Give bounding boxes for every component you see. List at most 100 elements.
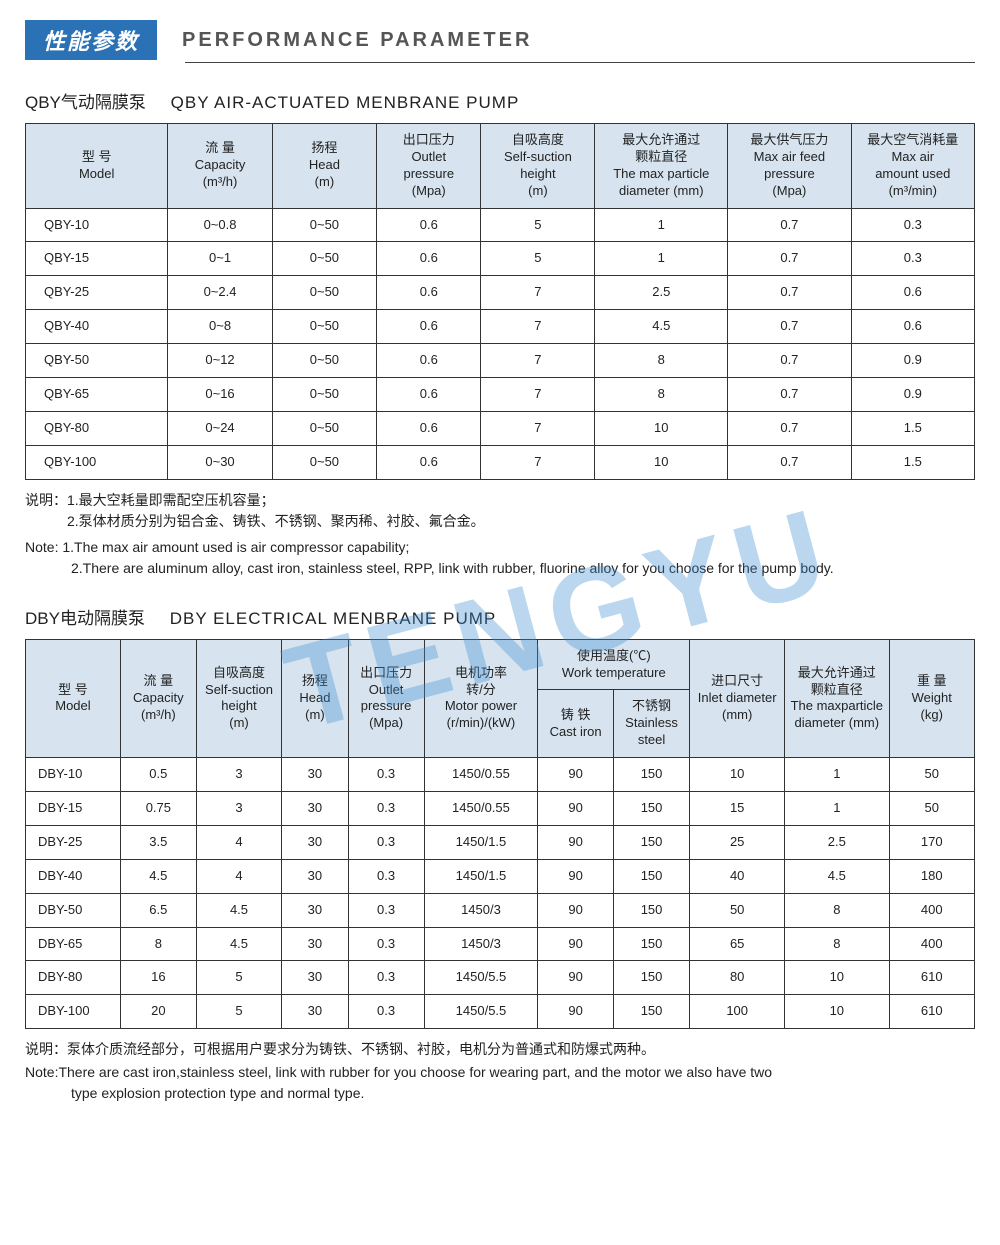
table-cell: 8 bbox=[785, 893, 889, 927]
table-cell: 10 bbox=[595, 411, 728, 445]
table-cell: 7 bbox=[481, 445, 595, 479]
table-cell: 0~8 bbox=[168, 310, 272, 344]
table-cell: 1 bbox=[595, 208, 728, 242]
table-cell: 150 bbox=[613, 825, 689, 859]
table-cell: 0.7 bbox=[728, 344, 851, 378]
qby-col-header: 扬程Head(m) bbox=[272, 124, 376, 209]
table-cell: 0.7 bbox=[728, 208, 851, 242]
table-cell: 0.3 bbox=[348, 792, 424, 826]
table-cell: 150 bbox=[613, 961, 689, 995]
table-cell: 1450/0.55 bbox=[424, 758, 538, 792]
table-row: QBY-650~160~500.6780.70.9 bbox=[26, 378, 975, 412]
table-cell: 90 bbox=[538, 859, 613, 893]
table-cell: 30 bbox=[282, 758, 348, 792]
table-cell: 5 bbox=[481, 208, 595, 242]
dby-note-en-1: Note:There are cast iron,stainless steel… bbox=[25, 1064, 772, 1080]
qby-table: 型 号Model流 量Capacity(m³/h)扬程Head(m)出口压力Ou… bbox=[25, 123, 975, 480]
table-cell: DBY-15 bbox=[26, 792, 121, 826]
dby-section-title: DBY电动隔膜泵 DBY ELECTRICAL MENBRANE PUMP bbox=[25, 604, 975, 629]
table-cell: QBY-65 bbox=[26, 378, 168, 412]
table-cell: 0~12 bbox=[168, 344, 272, 378]
page-header: 性能参数 PERFORMANCE PARAMETER bbox=[25, 20, 975, 60]
dby-col-header: 流 量Capacity(m³/h) bbox=[120, 639, 196, 757]
table-cell: 0.7 bbox=[728, 411, 851, 445]
table-cell: 150 bbox=[613, 995, 689, 1029]
table-cell: 7 bbox=[481, 276, 595, 310]
table-cell: 1450/0.55 bbox=[424, 792, 538, 826]
table-cell: QBY-25 bbox=[26, 276, 168, 310]
table-cell: 90 bbox=[538, 893, 613, 927]
table-cell: 30 bbox=[282, 927, 348, 961]
table-cell: QBY-50 bbox=[26, 344, 168, 378]
table-cell: 4.5 bbox=[120, 859, 196, 893]
dby-col-header: 型 号Model bbox=[26, 639, 121, 757]
table-cell: 0~30 bbox=[168, 445, 272, 479]
table-cell: 4.5 bbox=[785, 859, 889, 893]
dby-note-en-2: type explosion protection type and norma… bbox=[25, 1083, 975, 1104]
dby-table: 型 号Model流 量Capacity(m³/h)自吸高度Self-suctio… bbox=[25, 639, 975, 1030]
table-cell: QBY-10 bbox=[26, 208, 168, 242]
table-cell: 150 bbox=[613, 792, 689, 826]
table-cell: 7 bbox=[481, 378, 595, 412]
qby-note-zh-1: 说明：1.最大空耗量即需配空压机容量； bbox=[25, 492, 275, 508]
qby-title-zh: QBY气动隔膜泵 bbox=[25, 93, 146, 112]
table-cell: 1 bbox=[595, 242, 728, 276]
table-cell: 90 bbox=[538, 792, 613, 826]
table-cell: 15 bbox=[690, 792, 785, 826]
table-row: QBY-100~0.80~500.6510.70.3 bbox=[26, 208, 975, 242]
table-cell: 0.3 bbox=[348, 825, 424, 859]
table-cell: 0.9 bbox=[851, 344, 974, 378]
table-cell: 20 bbox=[120, 995, 196, 1029]
table-cell: 4.5 bbox=[196, 893, 281, 927]
qby-note-en: Note: 1.The max air amount used is air c… bbox=[25, 537, 975, 579]
table-cell: 180 bbox=[889, 859, 975, 893]
table-cell: 1450/3 bbox=[424, 893, 538, 927]
dby-sub-header: 铸 铁Cast iron bbox=[538, 690, 613, 758]
dby-note-zh: 说明：泵体介质流经部分，可根据用户要求分为铸铁、不锈钢、衬胶，电机分为普通式和防… bbox=[25, 1039, 975, 1060]
qby-col-header: 流 量Capacity(m³/h) bbox=[168, 124, 272, 209]
table-cell: QBY-100 bbox=[26, 445, 168, 479]
qby-col-header: 自吸高度Self-suctionheight(m) bbox=[481, 124, 595, 209]
qby-section-title: QBY气动隔膜泵 QBY AIR-ACTUATED MENBRANE PUMP bbox=[25, 88, 975, 113]
table-cell: 0.7 bbox=[728, 242, 851, 276]
table-cell: 0~0.8 bbox=[168, 208, 272, 242]
dby-col-header: 自吸高度Self-suctionheight(m) bbox=[196, 639, 281, 757]
table-cell: 0.3 bbox=[348, 859, 424, 893]
table-cell: 0.6 bbox=[377, 242, 481, 276]
table-cell: 7 bbox=[481, 344, 595, 378]
page-container: 性能参数 PERFORMANCE PARAMETER QBY气动隔膜泵 QBY … bbox=[0, 0, 1000, 1134]
table-cell: 0~50 bbox=[272, 208, 376, 242]
table-cell: 5 bbox=[196, 995, 281, 1029]
table-cell: 4.5 bbox=[196, 927, 281, 961]
table-cell: 4 bbox=[196, 825, 281, 859]
table-cell: DBY-10 bbox=[26, 758, 121, 792]
table-row: DBY-253.54300.31450/1.590150252.5170 bbox=[26, 825, 975, 859]
table-cell: 7 bbox=[481, 411, 595, 445]
table-cell: 0.6 bbox=[377, 208, 481, 242]
table-cell: 1450/5.5 bbox=[424, 995, 538, 1029]
table-cell: 610 bbox=[889, 961, 975, 995]
table-row: DBY-100205300.31450/5.59015010010610 bbox=[26, 995, 975, 1029]
table-cell: 1.5 bbox=[851, 445, 974, 479]
dby-col-header: 电机功率转/分Motor power(r/min)/(kW) bbox=[424, 639, 538, 757]
table-cell: 0~50 bbox=[272, 344, 376, 378]
table-cell: 400 bbox=[889, 893, 975, 927]
table-cell: 150 bbox=[613, 758, 689, 792]
qby-title-en: QBY AIR-ACTUATED MENBRANE PUMP bbox=[171, 93, 520, 112]
table-cell: 2.5 bbox=[785, 825, 889, 859]
table-cell: 25 bbox=[690, 825, 785, 859]
table-cell: 4 bbox=[196, 859, 281, 893]
table-cell: 5 bbox=[481, 242, 595, 276]
table-cell: 40 bbox=[690, 859, 785, 893]
qby-col-header: 最大空气消耗量Max airamount used(m³/min) bbox=[851, 124, 974, 209]
table-cell: 0~50 bbox=[272, 445, 376, 479]
table-cell: DBY-80 bbox=[26, 961, 121, 995]
table-cell: 30 bbox=[282, 961, 348, 995]
table-cell: 4.5 bbox=[595, 310, 728, 344]
table-cell: 0.6 bbox=[377, 276, 481, 310]
table-cell: DBY-50 bbox=[26, 893, 121, 927]
table-row: QBY-500~120~500.6780.70.9 bbox=[26, 344, 975, 378]
table-cell: 30 bbox=[282, 995, 348, 1029]
table-cell: 0.7 bbox=[728, 310, 851, 344]
dby-title-zh: DBY电动隔膜泵 bbox=[25, 609, 145, 628]
